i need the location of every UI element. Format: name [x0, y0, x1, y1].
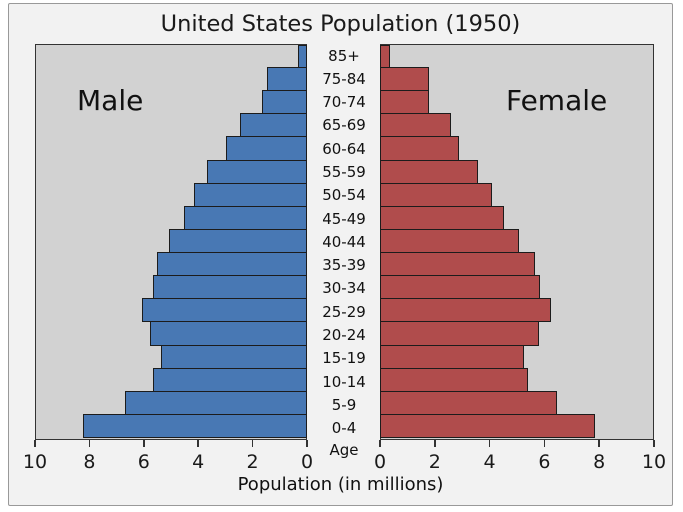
- age-label-35-39: 35-39: [322, 256, 366, 275]
- age-label-75-84: 75-84: [322, 69, 366, 88]
- male-bar-40-44: [169, 228, 307, 254]
- female-bar-5-9: [380, 390, 557, 415]
- female-bar-85plus: [380, 45, 390, 69]
- right-tick-label-2: 2: [428, 451, 441, 473]
- female-bar-15-19: [380, 344, 525, 369]
- left-tick-mark-0: [306, 440, 308, 447]
- right-tick-label-8: 8: [593, 451, 606, 473]
- female-bar-0-4: [380, 413, 595, 438]
- age-label-60-64: 60-64: [322, 139, 366, 158]
- age-label-40-44: 40-44: [322, 232, 366, 251]
- left-tick-label-10: 10: [22, 451, 48, 473]
- age-label-5-9: 5-9: [331, 395, 357, 414]
- right-tick-label-4: 4: [483, 451, 496, 473]
- left-tick-mark-8: [88, 440, 91, 447]
- age-label-85plus: 85+: [328, 46, 360, 65]
- male-panel-label: Male: [77, 84, 144, 117]
- female-bar-55-59: [380, 159, 478, 184]
- female-bar-40-44: [380, 228, 519, 254]
- age-label-65-69: 65-69: [322, 116, 366, 135]
- male-bar-20-24: [150, 321, 307, 346]
- right-tick-label-6: 6: [538, 451, 551, 473]
- male-bar-50-54: [193, 182, 307, 207]
- male-bar-15-19: [161, 344, 307, 369]
- figure-frame: United States Population (1950) Male Fem…: [8, 3, 673, 506]
- left-tick-label-4: 4: [192, 451, 205, 473]
- x-axis-label: Population (in millions): [237, 474, 444, 495]
- female-bar-30-34: [380, 275, 541, 300]
- right-tick-mark-0: [379, 440, 381, 447]
- female-bar-60-64: [380, 136, 459, 161]
- right-tick-mark-2: [434, 440, 436, 447]
- female-bar-10-14: [380, 367, 529, 392]
- female-bar-35-39: [380, 252, 536, 277]
- female-bar-65-69: [380, 113, 451, 138]
- left-tick-label-6: 6: [137, 451, 150, 473]
- female-bar-45-49: [380, 205, 504, 230]
- male-bar-10-14: [153, 367, 307, 392]
- left-tick-label-0: 0: [300, 451, 314, 473]
- male-bar-85plus: [297, 45, 307, 69]
- age-label-30-34: 30-34: [322, 279, 366, 298]
- female-bar-25-29: [380, 298, 552, 323]
- male-bar-75-84: [266, 67, 307, 92]
- male-bar-0-4: [82, 413, 307, 438]
- male-bar-30-34: [153, 275, 307, 300]
- right-tick-label-10: 10: [641, 451, 667, 473]
- left-tick-mark-4: [197, 440, 199, 447]
- age-label-50-54: 50-54: [322, 186, 366, 205]
- female-bar-70-74: [380, 90, 429, 115]
- age-labels-column: 85+ 75-84 70-74 65-69 60-64 55-59 50-54 45-49 40…: [308, 44, 380, 440]
- right-tick-mark-6: [543, 440, 546, 447]
- right-tick-mark-10: [653, 440, 655, 447]
- chart-title: United States Population (1950): [160, 11, 521, 37]
- right-tick-mark-8: [598, 440, 600, 447]
- female-plot-area: [380, 44, 654, 440]
- age-label-0-4: 0-4: [331, 419, 357, 438]
- age-label-15-19: 15-19: [322, 349, 366, 368]
- male-bar-65-69: [239, 113, 307, 138]
- female-panel-label: Female: [506, 84, 608, 117]
- left-tick-mark-2: [251, 440, 254, 447]
- female-x-axis: 0 2 4 6 8 10: [374, 440, 666, 480]
- female-bar-20-24: [380, 321, 540, 346]
- age-label-20-24: 20-24: [322, 326, 366, 345]
- female-bar-50-54: [380, 182, 492, 207]
- left-tick-mark-6: [143, 440, 145, 447]
- male-x-axis: 0 2 4 6 8 10: [23, 440, 313, 480]
- male-bar-45-49: [184, 205, 307, 230]
- age-label-45-49: 45-49: [322, 209, 366, 228]
- age-label-70-74: 70-74: [322, 93, 366, 112]
- left-tick-mark-10: [34, 440, 36, 447]
- left-tick-label-2: 2: [246, 451, 259, 473]
- male-bar-35-39: [157, 252, 307, 277]
- male-plot-area: [35, 44, 307, 440]
- age-label-25-29: 25-29: [322, 302, 366, 321]
- male-bar-25-29: [142, 298, 307, 323]
- male-bar-60-64: [226, 136, 307, 161]
- male-bar-5-9: [124, 390, 307, 415]
- male-bar-70-74: [262, 90, 307, 115]
- right-tick-label-0: 0: [373, 451, 387, 473]
- male-bar-55-59: [207, 159, 307, 184]
- left-tick-label-8: 8: [83, 451, 96, 473]
- age-label-10-14: 10-14: [322, 372, 366, 391]
- age-axis-label: Age: [329, 441, 359, 459]
- female-bar-75-84: [380, 67, 429, 92]
- right-tick-mark-4: [488, 440, 491, 447]
- age-label-55-59: 55-59: [322, 163, 366, 182]
